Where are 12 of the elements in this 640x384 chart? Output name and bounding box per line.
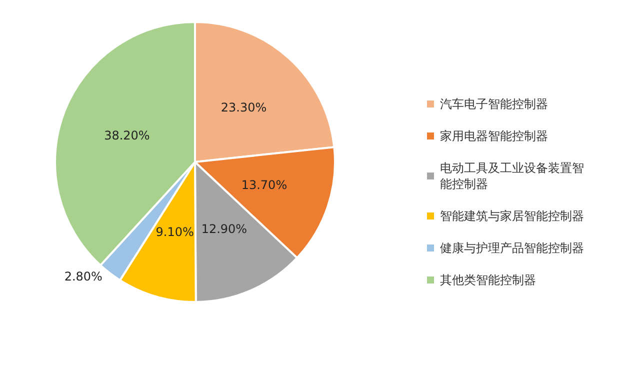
legend-label: 智能建筑与家居智能控制器 [440,209,584,223]
data-label: 23.30% [220,100,267,115]
legend-label: 健康与护理产品智能控制器 [440,241,584,255]
data-label: 12.90% [201,222,248,236]
legend-label: 汽车电子智能控制器 [440,97,548,111]
data-label: 38.20% [104,128,150,143]
data-label: 13.70% [241,178,288,192]
legend-label: 其他类智能控制器 [440,273,536,287]
legend-label: 家用电器智能控制器 [440,129,548,143]
legend-label: 电动工具及工业设备装置智能控制器 [440,161,584,191]
data-label: 9.10% [156,225,194,240]
data-label: 2.80% [64,269,102,284]
